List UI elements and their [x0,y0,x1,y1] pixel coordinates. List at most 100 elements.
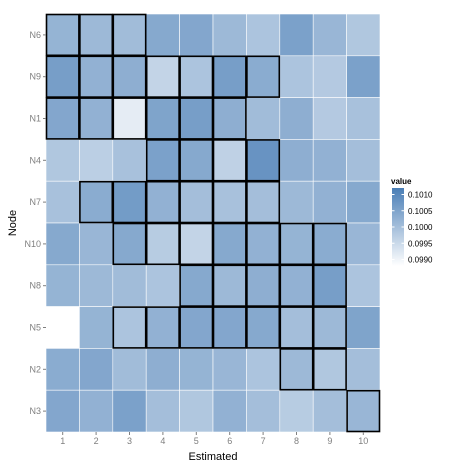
heatmap-cell [346,389,381,433]
heatmap-cell [45,306,80,349]
heatmap-cell [145,306,180,349]
heatmap-cell [45,180,80,224]
heatmap-cell [312,222,347,266]
heatmap-cell [279,389,314,433]
heatmap-cell [45,139,80,182]
heatmap-cell [79,348,114,391]
heatmap-cell [79,13,114,57]
heatmap-cell [246,306,281,349]
heatmap-cell [212,97,247,140]
heatmap-cell [179,264,214,307]
heatmap-cell [179,389,214,433]
highlighted-cell-outline [79,13,114,57]
heatmap-cell [312,180,347,224]
heatmap-cell [346,222,381,266]
highlighted-cell-outline [79,180,114,224]
heatmap-cell [145,222,180,266]
x-tick-label: 4 [160,436,165,446]
heatmap-cell [212,348,247,391]
highlighted-cell-outline [212,264,247,307]
y-tick-label: N8 [29,281,41,291]
heatmap-cell [145,389,180,433]
heatmap-cell [279,180,314,224]
heatmap-cell [112,348,147,391]
heatmap-cell [179,55,214,98]
heatmap-cell [212,264,247,307]
legend-label: 0.1000 [408,223,433,232]
heatmap-cell [179,13,214,57]
heatmap-cell [179,222,214,266]
highlighted-cell-outline [179,139,214,182]
highlighted-cell-outline [212,222,247,266]
highlighted-cell-outline [112,306,147,349]
highlighted-cell-outline [279,348,314,391]
x-tick-label: 10 [358,436,368,446]
highlighted-cell-outline [179,306,214,349]
highlighted-cell-outline [179,97,214,140]
highlighted-cell-outline [212,139,247,182]
y-tick-label: N1 [29,114,41,124]
heatmap-cell [145,264,180,307]
highlighted-cell-outline [45,55,80,98]
legend-label: 0.0990 [408,256,433,265]
highlighted-cell-outline [346,389,381,433]
heatmap-cell [279,55,314,98]
x-tick-label: 3 [127,436,132,446]
heatmap-cell [346,348,381,391]
heatmap-cell [112,97,147,140]
highlighted-cell-outline [79,55,114,98]
highlighted-cell-outline [45,97,80,140]
y-tick-label: N2 [29,364,41,374]
heatmap-cell [346,306,381,349]
heatmap-cell [179,139,214,182]
heatmap-cell [112,222,147,266]
highlighted-cell-outline [79,97,114,140]
heatmap-cell [312,13,347,57]
x-tick-label: 5 [194,436,199,446]
highlighted-cell-outline [145,180,180,224]
heatmap-cell [346,264,381,307]
heatmap-cell [279,348,314,391]
heatmap-cell [246,264,281,307]
legend-label: 0.0995 [408,239,433,248]
x-tick-label: 6 [227,436,232,446]
heatmap-cell [79,222,114,266]
legend: value 0.1010 0.1005 0.1000 0.0995 0.0990 [391,177,433,266]
x-tick-label: 9 [327,436,332,446]
heatmap-cell [45,13,80,57]
heatmap-cell [112,389,147,433]
highlighted-cell-outline [179,264,214,307]
heatmap-cell [279,97,314,140]
highlighted-cell-outline [312,348,347,391]
highlight-outlines [45,13,381,433]
y-axis: N6 N9 N1 N4 N7 N10 N8 N5 N2 N3 [24,30,46,416]
heatmap-cell [246,180,281,224]
y-tick-label: N9 [29,72,41,82]
heatmap-cell [246,97,281,140]
highlighted-cell-outline [212,180,247,224]
heatmap-cell [279,306,314,349]
heatmap-cell [145,348,180,391]
highlighted-cell-outline [145,97,180,140]
heatmap-cell [346,139,381,182]
legend-colorbar [392,188,404,266]
highlighted-cell-outline [246,55,281,98]
legend-label: 0.1010 [408,191,433,200]
heatmap-cell [179,97,214,140]
heatmap-cell [145,97,180,140]
heatmap-cell [312,55,347,98]
heatmap-cell [112,180,147,224]
heatmap-cell [279,139,314,182]
x-tick-label: 8 [294,436,299,446]
heatmap-cell [79,97,114,140]
heatmap-cell [112,55,147,98]
heatmap-cell [212,180,247,224]
heatmap-cell [112,13,147,57]
x-axis: 1 2 3 4 5 6 7 8 9 10 [60,432,368,446]
heatmap-cell [45,348,80,391]
highlighted-cell-outline [112,55,147,98]
highlighted-cell-outline [45,13,80,57]
y-axis-title: Node [7,210,19,236]
heatmap-cell [246,222,281,266]
